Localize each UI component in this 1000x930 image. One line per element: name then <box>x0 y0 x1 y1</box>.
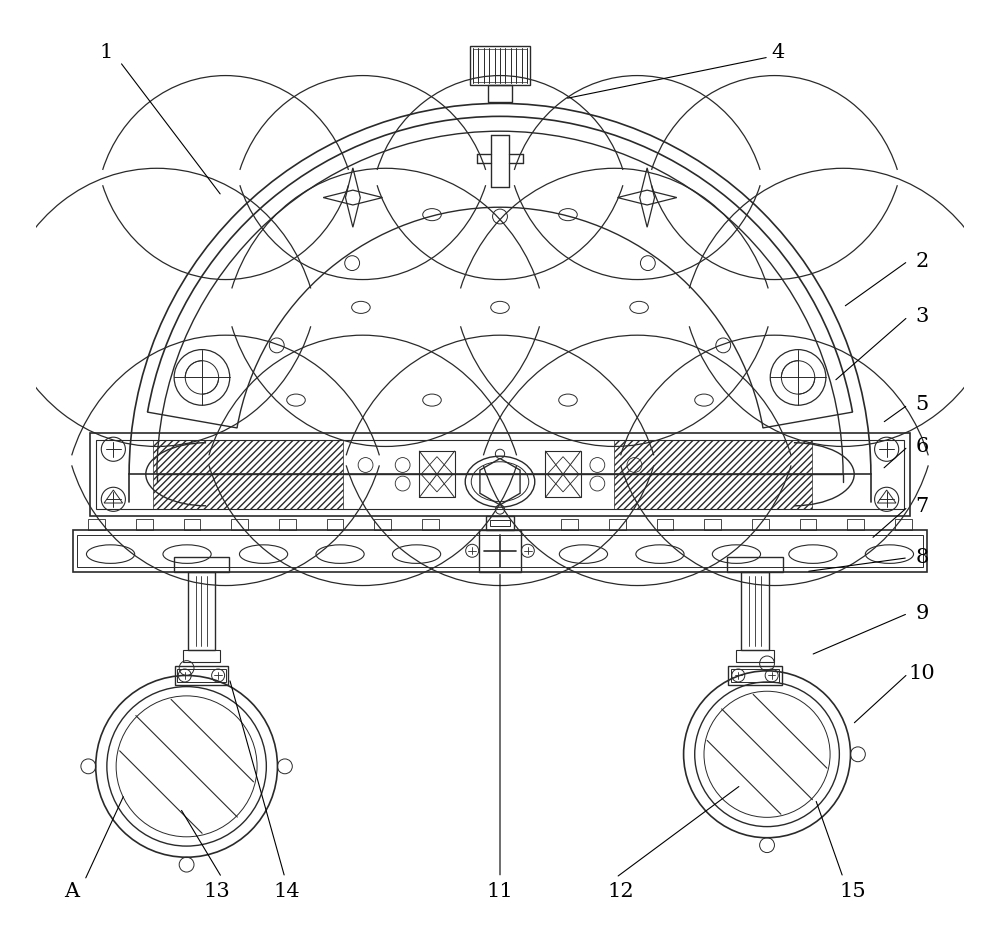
Text: 6: 6 <box>915 437 929 456</box>
Text: 3: 3 <box>915 307 929 326</box>
Bar <box>73 530 927 572</box>
Text: 7: 7 <box>915 498 929 516</box>
Bar <box>479 530 521 572</box>
Text: 15: 15 <box>839 882 866 901</box>
Bar <box>704 519 721 530</box>
Bar <box>731 669 779 682</box>
Bar <box>545 451 581 498</box>
Bar <box>847 519 864 530</box>
Bar <box>279 519 296 530</box>
Text: 2: 2 <box>915 251 929 271</box>
Text: 12: 12 <box>607 882 634 901</box>
Bar <box>486 516 514 530</box>
Text: 5: 5 <box>915 395 929 414</box>
Bar <box>175 666 228 684</box>
Bar <box>490 520 510 526</box>
Bar <box>488 85 512 101</box>
Bar <box>177 669 226 682</box>
Text: 1: 1 <box>99 43 113 62</box>
Bar <box>657 519 673 530</box>
Bar <box>136 519 153 530</box>
Bar <box>231 519 248 530</box>
Bar <box>96 440 904 509</box>
Bar <box>153 440 343 509</box>
Bar <box>728 666 782 684</box>
Bar <box>422 519 439 530</box>
Text: A: A <box>64 882 79 901</box>
Bar <box>800 519 816 530</box>
Bar <box>752 519 769 530</box>
Bar <box>327 519 343 530</box>
Bar <box>561 519 578 530</box>
Bar <box>609 519 626 530</box>
Bar <box>473 48 527 82</box>
Bar <box>614 440 812 509</box>
Text: 14: 14 <box>273 882 300 901</box>
Bar <box>174 557 229 572</box>
Text: 4: 4 <box>772 43 785 62</box>
Bar <box>183 650 220 661</box>
Bar <box>736 650 774 661</box>
Bar <box>188 572 215 650</box>
Bar <box>88 519 105 530</box>
Text: 9: 9 <box>915 604 929 623</box>
Text: 8: 8 <box>915 548 929 567</box>
Bar <box>741 572 769 650</box>
Text: 11: 11 <box>487 882 513 901</box>
Bar <box>470 46 530 85</box>
Bar <box>374 519 391 530</box>
Bar <box>727 557 783 572</box>
Bar <box>90 432 910 516</box>
Bar <box>77 535 923 567</box>
Bar <box>184 519 200 530</box>
Text: 10: 10 <box>909 664 935 684</box>
Text: 13: 13 <box>204 882 231 901</box>
Bar <box>419 451 455 498</box>
Bar <box>895 519 912 530</box>
